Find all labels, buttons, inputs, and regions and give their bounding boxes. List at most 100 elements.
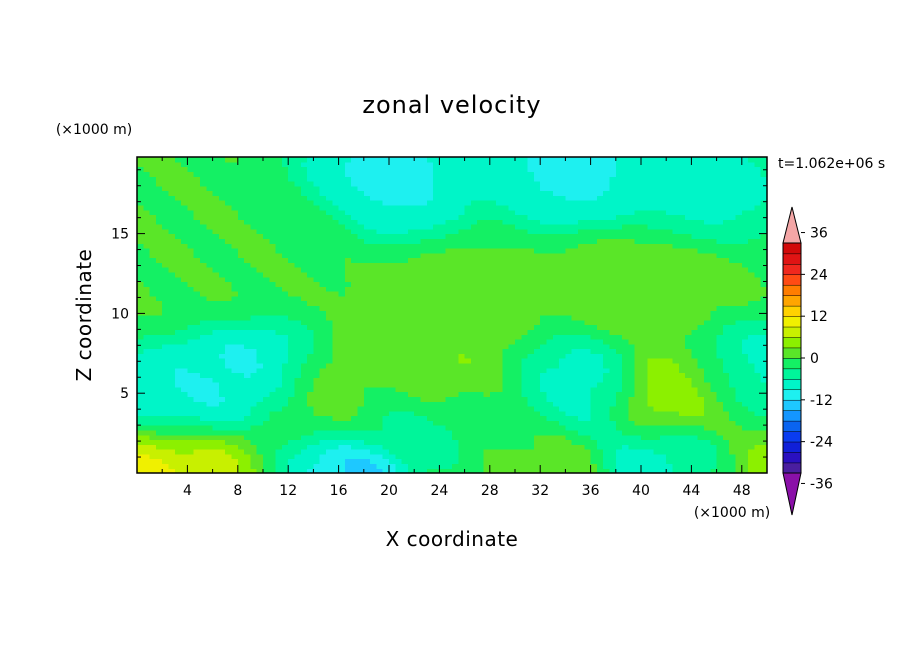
contour-cell	[168, 401, 176, 407]
contour-cell	[527, 434, 535, 441]
contour-cell	[704, 372, 711, 378]
contour-cell	[307, 300, 314, 307]
contour-cell	[735, 262, 743, 268]
contour-cell	[351, 425, 359, 431]
contour-cell	[628, 257, 636, 263]
contour-cell	[143, 439, 151, 445]
contour-cell	[206, 425, 214, 431]
contour-cell	[137, 372, 144, 378]
contour-cell	[527, 267, 535, 273]
contour-cell	[716, 425, 724, 431]
contour-cell	[382, 291, 390, 297]
contour-cell	[622, 291, 629, 297]
contour-cell	[395, 468, 403, 474]
contour-cell	[603, 271, 611, 278]
contour-cell	[546, 449, 554, 455]
contour-cell	[584, 458, 592, 465]
contour-cell	[275, 291, 283, 297]
contour-cell	[181, 310, 188, 316]
contour-cell	[691, 276, 699, 283]
contour-cell	[470, 429, 478, 436]
contour-cell	[641, 377, 648, 383]
contour-cell	[433, 233, 440, 239]
contour-cell	[244, 247, 251, 254]
contour-cell	[338, 439, 346, 445]
contour-cell	[433, 444, 440, 450]
contour-cell	[181, 386, 188, 393]
contour-cell	[477, 367, 485, 374]
contour-cell	[445, 425, 453, 431]
contour-cell	[256, 453, 264, 460]
contour-cell	[552, 386, 560, 393]
contour-cell	[332, 315, 340, 321]
contour-cell	[458, 276, 466, 283]
contour-cell	[439, 286, 447, 292]
contour-cell	[401, 377, 409, 383]
contour-cell	[382, 429, 390, 436]
contour-cell	[414, 353, 422, 359]
contour-cell	[439, 310, 447, 316]
contour-cell	[741, 343, 749, 350]
contour-cell	[533, 405, 541, 412]
contour-cell	[244, 238, 251, 244]
contour-cell	[187, 286, 195, 292]
contour-cell	[174, 334, 182, 340]
contour-cell	[515, 468, 522, 474]
contour-cell	[496, 291, 503, 297]
contour-cell	[634, 420, 642, 426]
contour-cell	[225, 329, 233, 335]
contour-cell	[162, 372, 170, 378]
contour-cell	[609, 401, 617, 407]
contour-cell	[647, 372, 655, 378]
contour-cell	[200, 377, 207, 383]
contour-cell	[754, 362, 762, 369]
contour-cell	[445, 310, 453, 316]
contour-cell	[685, 243, 692, 249]
contour-cell	[672, 439, 680, 445]
contour-cell	[584, 252, 592, 259]
contour-cell	[697, 286, 705, 292]
contour-cell	[647, 338, 655, 345]
contour-cell	[376, 358, 384, 364]
contour-cell	[515, 286, 522, 292]
contour-cell	[697, 386, 705, 393]
contour-cell	[483, 449, 491, 455]
contour-cell	[326, 444, 333, 450]
contour-cell	[477, 238, 485, 244]
contour-cell	[244, 396, 251, 402]
contour-cell	[319, 305, 327, 311]
contour-cell	[193, 267, 201, 273]
contour-cell	[685, 334, 692, 340]
contour-cell	[433, 449, 440, 455]
contour-cell	[470, 463, 478, 469]
contour-cell	[281, 329, 289, 335]
contour-cell	[489, 338, 497, 345]
contour-cell	[174, 372, 182, 378]
contour-cell	[590, 377, 598, 383]
contour-cell	[496, 247, 503, 254]
contour-cell	[521, 233, 529, 239]
contour-cell	[426, 458, 434, 465]
contour-cell	[389, 300, 396, 307]
contour-cell	[584, 276, 592, 283]
contour-cell	[263, 353, 270, 359]
contour-cell	[527, 334, 535, 340]
contour-cell	[603, 372, 611, 378]
contour-cell	[653, 401, 661, 407]
contour-cell	[357, 386, 365, 393]
contour-cell	[351, 267, 359, 273]
contour-cell	[533, 247, 541, 254]
contour-cell	[609, 429, 617, 436]
contour-cell	[307, 429, 314, 436]
contour-cell	[641, 444, 648, 450]
contour-cell	[300, 267, 308, 273]
contour-cell	[376, 329, 384, 335]
contour-cell	[735, 257, 743, 263]
contour-cell	[760, 420, 768, 426]
contour-cell	[351, 391, 359, 397]
contour-cell	[275, 257, 283, 263]
contour-cell	[754, 286, 762, 292]
contour-cell	[515, 367, 522, 374]
contour-cell	[464, 276, 472, 283]
contour-cell	[326, 372, 333, 378]
